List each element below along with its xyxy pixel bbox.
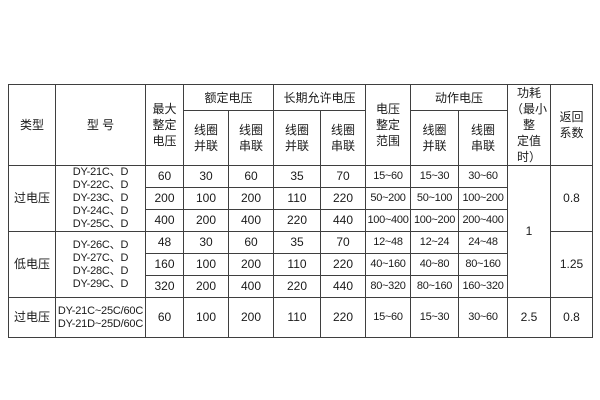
group1-type: 过电压 <box>8 165 56 232</box>
data-cell: 200 <box>228 253 274 276</box>
data-cell: 35 <box>273 165 321 188</box>
data-cell: 80~320 <box>365 275 411 298</box>
header-op-coil-parallel: 线圈 并联 <box>410 110 459 166</box>
data-cell: 50~200 <box>365 187 411 210</box>
data-cell: 400 <box>228 275 274 298</box>
data-cell: 30 <box>183 231 229 254</box>
table-row: 过电压 DY-21C~25C/60C DY-21D~25D/60C 60 100… <box>8 297 593 338</box>
header-rated-coil-parallel: 线圈 并联 <box>183 110 229 166</box>
power-value-main: 1 <box>507 165 551 298</box>
data-cell: 200 <box>183 209 229 232</box>
header-rated-coil-series: 线圈 串联 <box>228 110 274 166</box>
data-cell: 30 <box>183 165 229 188</box>
data-cell: 200 <box>228 297 274 338</box>
relay-spec-table: 类型 型 号 最大 整定 电压 额定电压 长期允许电压 电压 整定 范围 动作电… <box>8 83 593 338</box>
data-cell: 12~48 <box>365 231 411 254</box>
data-cell: 160 <box>145 253 184 276</box>
table-row: 400 200 400 220 440 100~400 100~200 200~… <box>9 209 593 232</box>
data-cell: 110 <box>273 253 321 276</box>
data-cell: 440 <box>320 275 366 298</box>
data-cell: 100 <box>183 297 229 338</box>
data-cell: 15~60 <box>365 165 411 188</box>
power-value-last: 2.5 <box>507 297 551 338</box>
data-cell: 440 <box>320 209 366 232</box>
data-cell: 220 <box>273 275 321 298</box>
data-cell: 70 <box>320 165 366 188</box>
data-cell: 24~48 <box>458 231 508 254</box>
data-cell: 80~160 <box>410 275 459 298</box>
data-cell: 200 <box>228 187 274 210</box>
header-type: 类型 <box>8 84 56 166</box>
data-cell: 100~200 <box>410 209 459 232</box>
group2-models: DY-26C、D DY-27C、D DY-28C、D DY-29C、D <box>55 231 146 298</box>
data-cell: 15~30 <box>410 165 459 188</box>
data-cell: 100~400 <box>365 209 411 232</box>
header-power: 功耗 （最小整 定值时） <box>507 84 551 166</box>
header-long-coil-series: 线圈 串联 <box>320 110 366 166</box>
header-row-top: 类型 型 号 最大 整定 电压 额定电压 长期允许电压 电压 整定 范围 动作电… <box>8 83 593 166</box>
header-return-coefficient: 返回 系数 <box>550 84 593 166</box>
data-cell: 160~320 <box>458 275 508 298</box>
group2-type: 低电压 <box>8 231 56 298</box>
group1-models: DY-21C、D DY-22C、D DY-23C、D DY-24C、D DY-2… <box>55 165 146 232</box>
data-cell: 30~60 <box>458 297 508 338</box>
data-cell: 60 <box>228 231 274 254</box>
header-max-setting-voltage: 最大 整定 电压 <box>145 84 184 166</box>
table-row: 160 100 200 110 220 40~160 40~80 80~160 <box>9 253 593 276</box>
table-row: 低电压 DY-26C、D DY-27C、D DY-28C、D DY-29C、D … <box>8 231 593 298</box>
data-cell: 12~24 <box>410 231 459 254</box>
header-row-sub: 线圈 并联 线圈 串联 线圈 并联 线圈 串联 线圈 并联 线圈 串联 <box>9 110 593 166</box>
data-cell: 60 <box>145 165 184 188</box>
data-cell: 80~160 <box>458 253 508 276</box>
data-cell: 110 <box>273 297 321 338</box>
return-coeff-group1: 0.8 <box>550 165 593 232</box>
return-coeff-group2: 1.25 <box>550 231 593 298</box>
header-operate-voltage: 动作电压 <box>410 83 508 112</box>
header-model: 型 号 <box>55 84 146 166</box>
data-cell: 220 <box>320 187 366 210</box>
group3-models: DY-21C~25C/60C DY-21D~25D/60C <box>55 297 146 338</box>
data-cell: 60 <box>145 297 184 338</box>
header-long-coil-parallel: 线圈 并联 <box>273 110 321 166</box>
header-rated-voltage: 额定电压 <box>183 83 274 112</box>
data-cell: 70 <box>320 231 366 254</box>
header-op-coil-series: 线圈 串联 <box>458 110 508 166</box>
data-cell: 400 <box>145 209 184 232</box>
header-setting-range: 电压 整定 范围 <box>365 84 411 166</box>
table-row: 过电压 DY-21C、D DY-22C、D DY-23C、D DY-24C、D … <box>8 165 593 298</box>
data-cell: 40~160 <box>365 253 411 276</box>
data-cell: 50~100 <box>410 187 459 210</box>
data-cell: 35 <box>273 231 321 254</box>
data-cell: 200~400 <box>458 209 508 232</box>
return-coeff-group3: 0.8 <box>550 297 593 338</box>
group3-type: 过电压 <box>8 297 56 338</box>
data-cell: 200 <box>183 275 229 298</box>
data-cell: 220 <box>273 209 321 232</box>
data-cell: 100 <box>183 253 229 276</box>
data-cell: 40~80 <box>410 253 459 276</box>
data-cell: 15~60 <box>365 297 411 338</box>
data-cell: 220 <box>320 253 366 276</box>
header-long-term-voltage: 长期允许电压 <box>273 83 366 112</box>
data-cell: 400 <box>228 209 274 232</box>
data-cell: 48 <box>145 231 184 254</box>
data-cell: 15~30 <box>410 297 459 338</box>
data-cell: 320 <box>145 275 184 298</box>
data-cell: 110 <box>273 187 321 210</box>
data-cell: 60 <box>228 165 274 188</box>
data-cell: 200 <box>145 187 184 210</box>
data-cell: 220 <box>320 297 366 338</box>
data-cell: 100 <box>183 187 229 210</box>
data-cell: 30~60 <box>458 165 508 188</box>
data-cell: 100~200 <box>458 187 508 210</box>
